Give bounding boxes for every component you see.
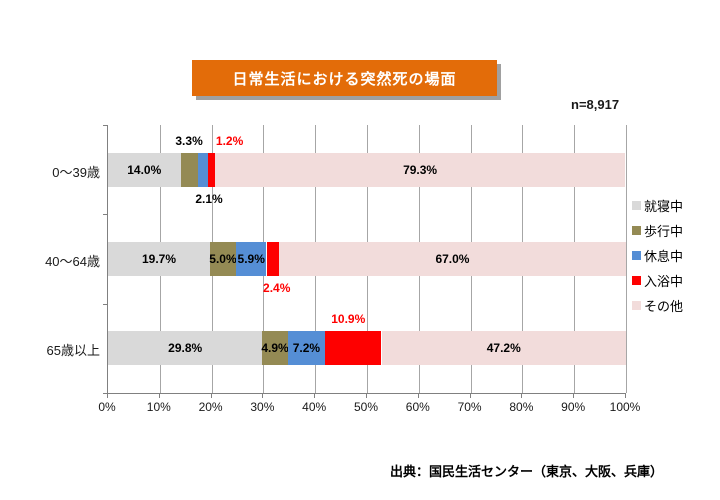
legend-item: 休息中 <box>632 243 683 268</box>
bar-segment: 19.7% <box>108 242 211 276</box>
x-axis-tick-label: 30% <box>250 400 275 414</box>
x-axis-tick-label: 0% <box>98 400 116 414</box>
x-axis-tick <box>625 393 626 398</box>
bar-segment <box>197 152 209 187</box>
bar-segment <box>208 152 215 187</box>
legend-swatch <box>632 301 641 310</box>
x-axis-tick-label: 100% <box>609 400 641 414</box>
category-label: 0〜39歳 <box>52 164 100 180</box>
legend-item: 就寝中 <box>632 193 683 218</box>
x-axis-tick-label: 10% <box>146 400 171 414</box>
x-axis-tick-label: 50% <box>353 400 379 414</box>
x-axis-tick <box>573 393 575 398</box>
segment-value-label: 5.9% <box>237 252 265 266</box>
segment-value-label: 47.2% <box>486 341 521 356</box>
bar-segment: 29.8% <box>108 331 263 366</box>
legend-label: 入浴中 <box>644 274 684 289</box>
legend-label: 休息中 <box>644 249 684 264</box>
legend-swatch <box>632 226 641 235</box>
segment-value-label: 67.0% <box>435 252 470 266</box>
x-axis-tick-label: 40% <box>302 400 327 414</box>
x-axis-tick <box>158 393 160 398</box>
y-axis-tick <box>103 393 107 394</box>
chart-title: 日常生活における突然死の場面 <box>192 60 497 96</box>
segment-value-label: 19.7% <box>142 252 177 266</box>
x-axis-tick <box>469 393 471 398</box>
bar-segment: 5.0% <box>209 242 237 276</box>
category-label: 65歳以上 <box>46 343 100 359</box>
legend-label: その他 <box>644 299 684 314</box>
x-axis-tick <box>314 393 316 398</box>
segment-value-label: 4.9% <box>261 341 289 356</box>
bar-segment: 5.9% <box>235 242 267 276</box>
y-axis-tick <box>103 303 107 305</box>
x-axis-tick <box>262 393 264 398</box>
legend-label: 歩行中 <box>644 224 684 239</box>
y-axis-tick <box>103 214 107 216</box>
sample-size-label: n=8,917 <box>571 97 620 112</box>
legend-item: その他 <box>632 293 683 318</box>
x-axis-tick <box>366 393 367 398</box>
legend-swatch <box>632 251 641 260</box>
legend: 就寝中歩行中休息中入浴中その他 <box>632 193 683 318</box>
bar-segment <box>180 152 198 187</box>
x-axis-tick-label: 60% <box>405 400 430 414</box>
segment-value-label: 3.3% <box>175 133 203 148</box>
x-axis-tick-label: 80% <box>509 400 534 414</box>
x-axis-tick <box>417 393 419 398</box>
bar-segment: 14.0% <box>108 152 181 187</box>
legend-swatch <box>632 276 641 285</box>
x-axis-tick-label: 90% <box>561 400 586 414</box>
bar-segment: 7.2% <box>287 331 326 366</box>
legend-item: 入浴中 <box>632 268 683 293</box>
segment-value-label: 79.3% <box>403 162 438 177</box>
bar-segment <box>325 331 382 366</box>
gridline <box>626 125 627 393</box>
bar-segment: 79.3% <box>214 152 626 187</box>
bar-segment: 67.0% <box>278 242 626 276</box>
segment-value-label: 29.8% <box>168 341 203 356</box>
plot-area: 14.0% 3.3% 2.1% 1.2% 79.3% 19.7% 5.0% 5.9% 2.4% 6… <box>107 125 627 394</box>
category-label: 40〜64歳 <box>45 254 100 269</box>
bar-segment: 47.2% <box>381 331 626 366</box>
x-axis-tick-label: 70% <box>457 400 482 414</box>
y-axis-tick <box>103 125 107 126</box>
bar-segment <box>266 242 279 276</box>
legend-item: 歩行中 <box>632 218 683 243</box>
segment-value-label: 5.0% <box>209 252 237 266</box>
bar-segment: 4.9% <box>261 331 289 366</box>
source-note: 出典：国民生活センター（東京、大阪、兵庫） <box>390 464 664 479</box>
legend-label: 就寝中 <box>644 199 684 214</box>
segment-value-label: 2.4% <box>263 281 291 295</box>
segment-value-label: 2.1% <box>195 191 223 206</box>
segment-value-label: 14.0% <box>127 162 162 177</box>
x-axis-tick <box>210 393 212 398</box>
x-axis-tick-label: 20% <box>198 400 223 414</box>
x-axis-tick <box>521 393 523 398</box>
segment-value-label: 10.9% <box>331 312 366 327</box>
segment-value-label: 7.2% <box>292 341 321 356</box>
x-axis-tick <box>107 393 108 398</box>
legend-swatch <box>632 201 641 210</box>
segment-value-label: 1.2% <box>215 133 244 148</box>
